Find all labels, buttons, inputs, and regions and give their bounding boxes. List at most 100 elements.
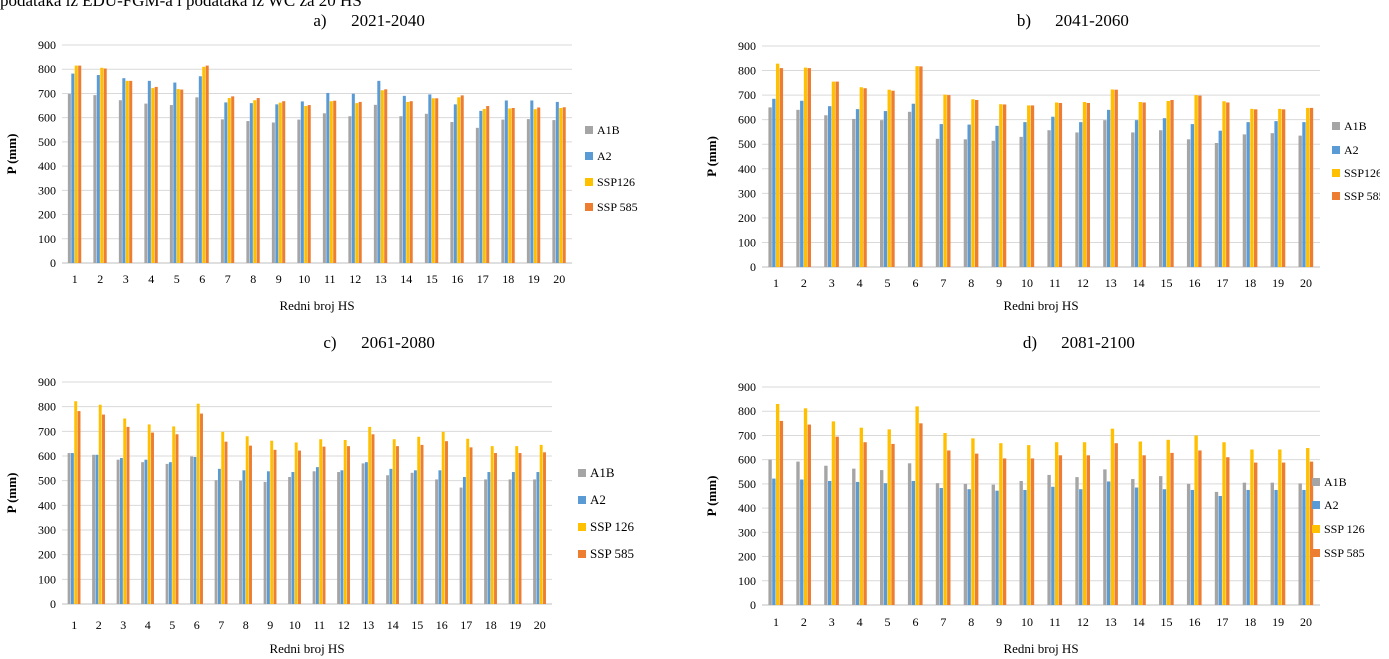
bar-ssp126-hs10 (294, 442, 298, 604)
x-tick-label: 11 (1049, 276, 1061, 290)
bar-ssp585-hs13 (371, 434, 375, 604)
bar-ssp585-hs18 (1254, 109, 1258, 267)
x-tick-label: 15 (411, 618, 423, 632)
x-tick-label: 7 (940, 276, 946, 290)
bar-ssp585-hs14 (396, 446, 399, 604)
bar-ssp126-hs6 (915, 66, 919, 267)
y-tick-label: 300 (738, 525, 756, 539)
bar-ssp126-hs14 (1138, 101, 1143, 267)
bar-a1b-hs3 (824, 465, 828, 605)
bar-a2-hs5 (168, 462, 172, 604)
bar-a2-hs4 (855, 109, 860, 267)
bar-ssp585-hs16 (1198, 95, 1202, 267)
bar-ssp126-hs19 (1278, 108, 1282, 268)
x-tick-label: 10 (1021, 615, 1033, 629)
bar-a1b-hs19 (508, 479, 512, 604)
bar-ssp585-hs5 (175, 434, 179, 604)
x-tick-label: 7 (218, 618, 224, 632)
legend-label: A1B (597, 123, 620, 137)
bar-a1b-hs14 (1131, 479, 1135, 605)
x-tick-label: 17 (1216, 615, 1228, 629)
x-axis-title: Redni broj HS (1003, 641, 1078, 656)
bar-a1b-hs9 (263, 481, 267, 604)
bar-a2-hs19 (511, 472, 515, 604)
bar-a2-hs14 (389, 468, 393, 604)
bar-a1b-hs15 (410, 472, 414, 604)
chart-panel-d: d) 2081-2100 0 100 200 300 400 500 600 700 800 900 P… (704, 333, 1365, 656)
bar-ssp126-hs18 (1250, 449, 1254, 605)
x-tick-label: 2 (97, 272, 103, 286)
bar-ssp585-hs3 (126, 426, 130, 604)
x-tick-label: 14 (1133, 276, 1145, 290)
bar-a2-hs11 (315, 467, 319, 604)
x-tick-label: 20 (1300, 276, 1312, 290)
bar-ssp585-hs9 (273, 449, 277, 604)
y-tick-label: 200 (38, 548, 56, 562)
x-tick-label: 16 (436, 618, 448, 632)
bar-a1b-hs15 (424, 113, 428, 264)
bar-ssp126-hs12 (1082, 101, 1087, 267)
bar-ssp585-hs11 (1058, 455, 1063, 605)
bar-ssp585-hs1 (78, 65, 82, 263)
bar-a1b-hs12 (348, 116, 352, 263)
x-tick-label: 8 (968, 276, 974, 290)
bar-a1b-hs16 (450, 122, 454, 263)
x-tick-label: 10 (1021, 276, 1033, 290)
bar-ssp585-hs3 (835, 81, 839, 267)
bar-ssp585-hs16 (460, 95, 464, 263)
bar-ssp585-hs17 (1226, 102, 1230, 267)
bar-a1b-hs10 (297, 119, 301, 263)
bar-ssp126-hs9 (999, 104, 1003, 268)
bar-ssp585-hs10 (1030, 105, 1035, 268)
bar-ssp126-hs17 (466, 438, 470, 604)
bar-a1b-hs7 (935, 138, 940, 267)
bar-a1b-hs15 (1159, 130, 1163, 267)
legend-label: A2 (1324, 498, 1339, 512)
bar-ssp585-hs9 (282, 101, 286, 263)
bar-ssp585-hs15 (1170, 100, 1174, 268)
bar-a2-hs16 (438, 470, 442, 604)
y-tick-label: 700 (38, 424, 56, 438)
bar-a2-hs8 (249, 103, 253, 263)
x-tick-label: 12 (1077, 276, 1089, 290)
y-tick-label: 200 (38, 208, 56, 222)
bar-ssp126-hs14 (1138, 441, 1143, 605)
bar-a2-hs14 (1134, 487, 1139, 605)
bar-a2-hs12 (1079, 489, 1083, 605)
x-tick-label: 18 (1244, 276, 1256, 290)
bar-ssp126-hs13 (380, 90, 384, 263)
bar-a2-hs8 (967, 489, 971, 605)
bar-ssp126-hs15 (1166, 439, 1170, 605)
bar-ssp126-hs9 (278, 102, 282, 263)
y-tick-label: 0 (50, 597, 56, 611)
bar-ssp126-hs20 (1306, 448, 1310, 605)
bar-a1b-hs6 (190, 456, 194, 604)
legend-label: SSP126 (597, 175, 635, 189)
bar-a2-hs19 (1274, 489, 1278, 605)
bar-ssp585-hs11 (333, 100, 337, 263)
bar-ssp585-hs4 (863, 442, 867, 605)
bar-ssp585-hs10 (307, 105, 311, 264)
y-axis-title: P (mm) (4, 473, 19, 514)
x-tick-label: 16 (451, 272, 463, 286)
bar-a2-hs3 (827, 106, 832, 268)
bar-a1b-hs4 (852, 468, 856, 605)
bar-a2-hs13 (1106, 109, 1111, 267)
y-tick-label: 300 (738, 186, 756, 200)
bar-ssp126-hs15 (417, 436, 421, 604)
bar-ssp585-hs16 (1198, 450, 1202, 605)
x-tick-label: 1 (773, 615, 779, 629)
bar-ssp126-hs11 (319, 439, 323, 604)
x-tick-label: 15 (1161, 276, 1173, 290)
bar-a1b-hs6 (907, 111, 912, 267)
bar-a2-hs4 (855, 481, 860, 605)
bar-ssp126-hs12 (355, 103, 359, 263)
y-axis-title: P (mm) (704, 476, 719, 517)
bar-a2-hs15 (1162, 118, 1167, 268)
bar-a1b-hs7 (214, 480, 218, 604)
bar-a2-hs11 (326, 92, 330, 264)
bar-a1b-hs2 (796, 109, 800, 267)
bar-ssp585-hs19 (537, 107, 541, 263)
chart-title: 2061-2080 (361, 333, 435, 352)
bar-ssp585-hs6 (919, 423, 923, 605)
